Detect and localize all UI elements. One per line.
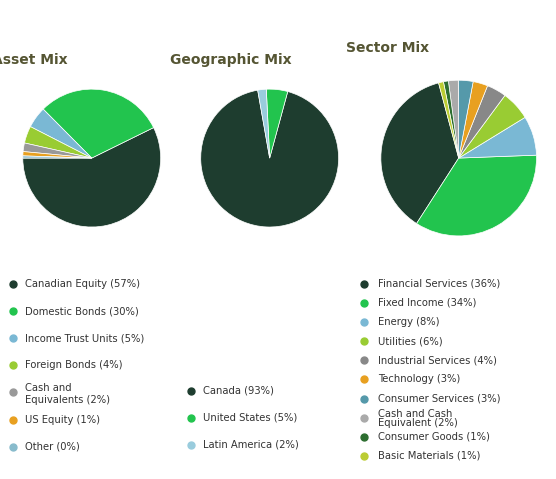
Text: Latin America (2%): Latin America (2%) [203,440,299,449]
Text: Equivalents (2%): Equivalents (2%) [25,395,110,405]
Wedge shape [266,89,288,158]
Wedge shape [459,86,505,158]
Text: Canada (93%): Canada (93%) [203,386,274,396]
Text: Utilities (6%): Utilities (6%) [378,336,443,346]
Wedge shape [257,89,270,158]
Text: US Equity (1%): US Equity (1%) [25,415,100,425]
Text: Cash and: Cash and [25,383,72,393]
Text: Financial Services (36%): Financial Services (36%) [378,279,500,289]
Text: Foreign Bonds (4%): Foreign Bonds (4%) [25,360,123,370]
Wedge shape [448,80,459,158]
Text: Industrial Services (4%): Industrial Services (4%) [378,355,497,365]
Wedge shape [459,95,525,158]
Wedge shape [416,155,537,236]
Wedge shape [439,82,459,158]
Wedge shape [23,156,92,158]
Wedge shape [23,143,92,158]
Text: Canadian Equity (57%): Canadian Equity (57%) [25,279,140,289]
Text: Equivalent (2%): Equivalent (2%) [378,418,458,428]
Text: Consumer Services (3%): Consumer Services (3%) [378,394,500,403]
Wedge shape [23,151,92,158]
Text: Basic Materials (1%): Basic Materials (1%) [378,451,480,461]
Wedge shape [459,117,537,158]
Text: United States (5%): United States (5%) [203,413,297,422]
Text: Domestic Bonds (30%): Domestic Bonds (30%) [25,306,139,316]
Wedge shape [459,81,488,158]
Wedge shape [24,126,92,158]
Wedge shape [201,90,339,227]
Wedge shape [43,89,153,158]
Wedge shape [458,80,473,158]
Text: Fixed Income (34%): Fixed Income (34%) [378,298,476,308]
Wedge shape [23,127,161,227]
Text: Asset Mix: Asset Mix [0,53,67,67]
Text: Consumer Goods (1%): Consumer Goods (1%) [378,432,490,442]
Text: Cash and Cash: Cash and Cash [378,409,452,419]
Wedge shape [381,83,459,224]
Text: Energy (8%): Energy (8%) [378,317,439,327]
Text: Income Trust Units (5%): Income Trust Units (5%) [25,333,145,343]
Wedge shape [444,81,459,158]
Text: Sector Mix: Sector Mix [346,42,429,56]
Text: Technology (3%): Technology (3%) [378,375,460,385]
Wedge shape [31,109,92,158]
Text: Other (0%): Other (0%) [25,442,80,452]
Text: Geographic Mix: Geographic Mix [170,53,291,67]
